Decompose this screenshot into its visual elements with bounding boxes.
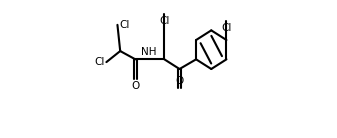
Text: Cl: Cl bbox=[221, 23, 232, 33]
Text: Cl: Cl bbox=[94, 57, 105, 67]
Text: Cl: Cl bbox=[119, 20, 129, 30]
Text: O: O bbox=[176, 76, 184, 86]
Text: NH: NH bbox=[142, 47, 157, 57]
Text: O: O bbox=[131, 81, 140, 91]
Text: Cl: Cl bbox=[159, 16, 170, 26]
